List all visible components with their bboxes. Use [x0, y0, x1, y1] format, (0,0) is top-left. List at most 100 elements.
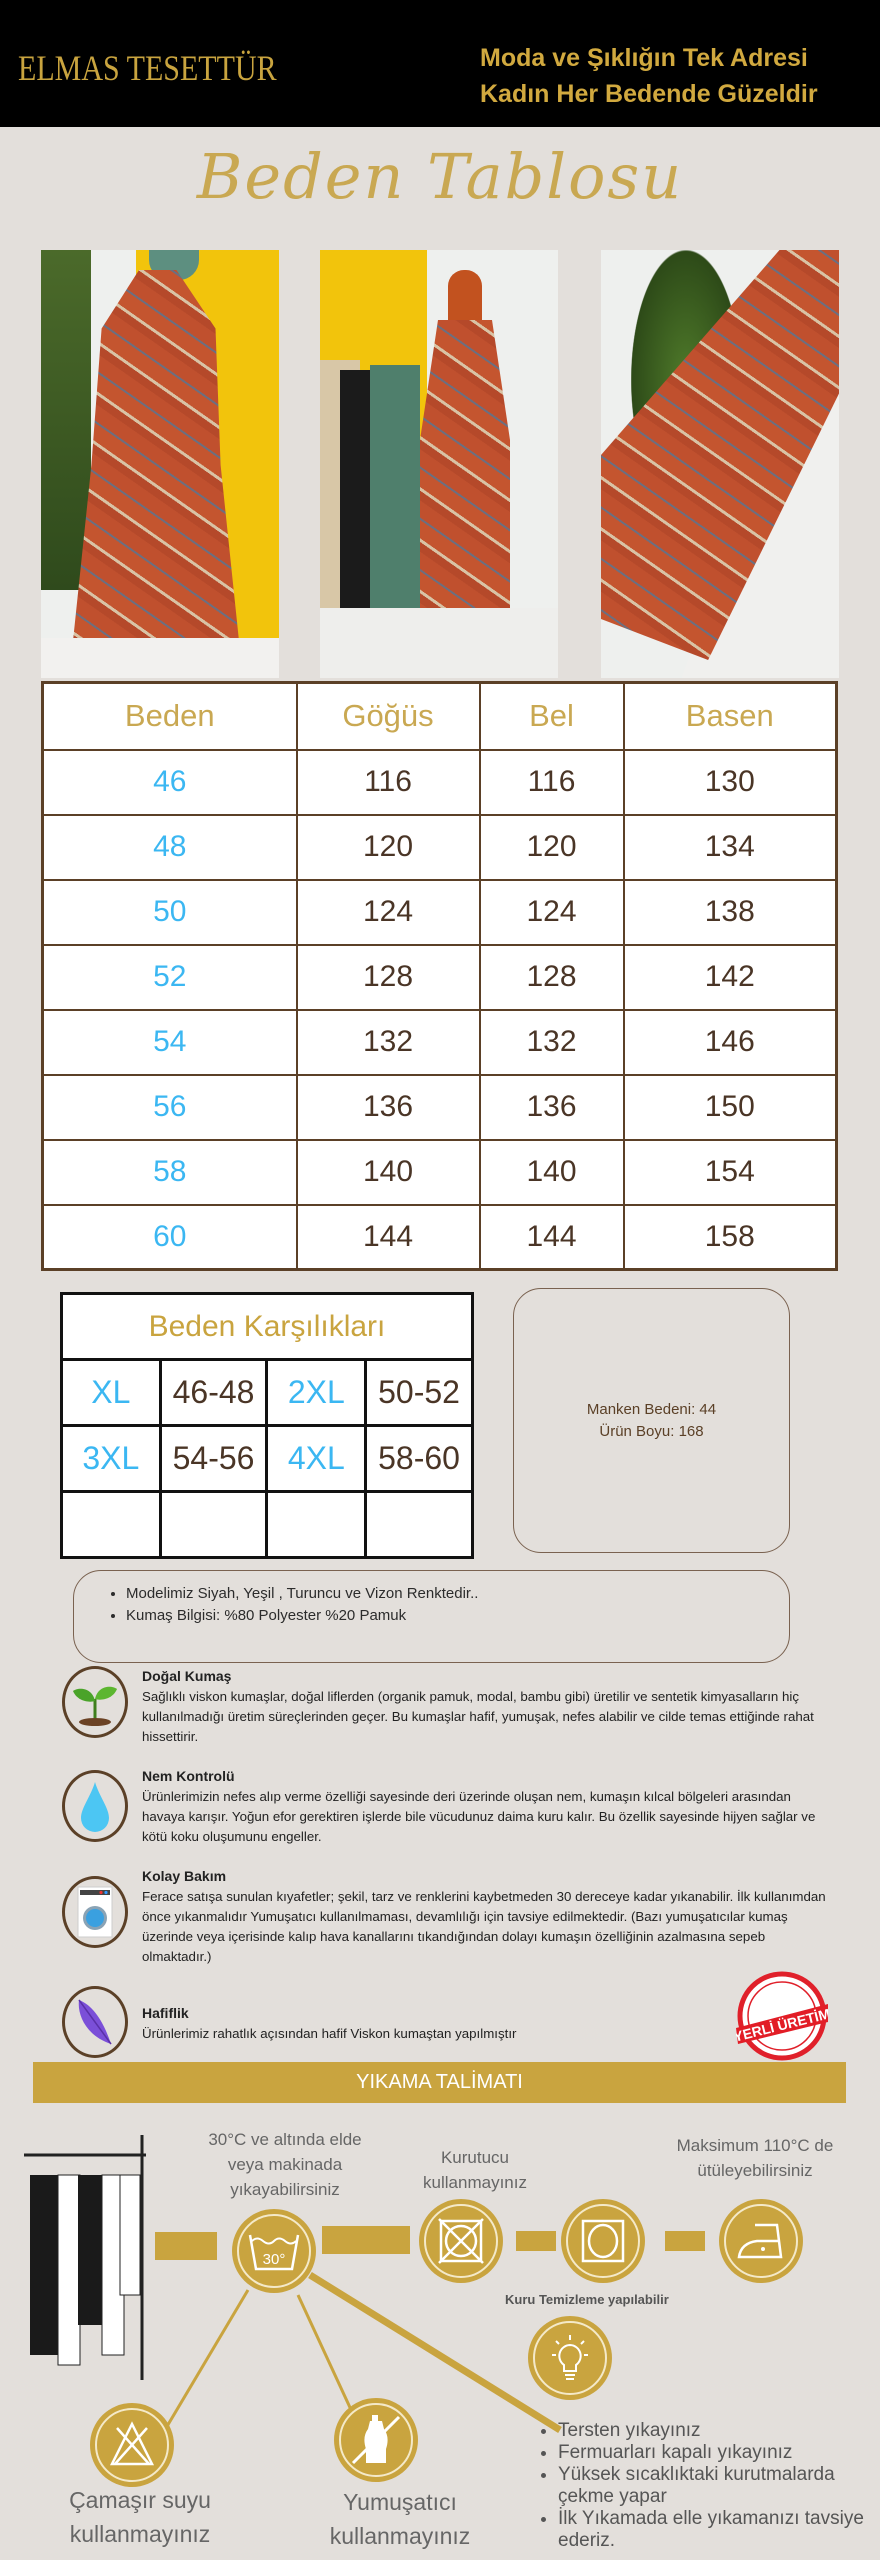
no-softener-icon: [334, 2398, 418, 2482]
page-title: Beden Tablosu: [196, 140, 684, 213]
dry-clean-label: Kuru Temizleme yapılabilir: [505, 2292, 669, 2307]
product-photo-1: [41, 250, 279, 678]
fabric-info: Kumaş Bilgisi: %80 Polyester %20 Pamuk: [126, 1605, 789, 1627]
dryer-label: Kurutucu kullanmayınız: [423, 2148, 527, 2192]
product-length: Ürün Boyu: 168: [599, 1422, 704, 1440]
tip-item: Yüksek sıcaklıktaki kurutmalarda çekme y…: [558, 2464, 868, 2508]
size-table-header: Beden Göğüs Bel Basen: [41, 681, 838, 751]
feature-natural-fabric: Doğal Kumaş Sağlıklı viskon kumaşlar, doğ…: [142, 1666, 832, 1747]
chest-cell: 120: [295, 813, 481, 881]
size-equivalents-table: Beden Karşılıkları XL 46-48 2XL 50-52 3XL 54-…: [60, 1292, 474, 1559]
numeric-range-cell: 54-56: [158, 1424, 269, 1493]
size-cell: 50: [41, 878, 298, 946]
header-bar: ELMAS TESETTÜR Moda ve Şıklığın Tek Adre…: [0, 0, 880, 127]
no-bleach-icon: [90, 2403, 174, 2487]
iron-label: Maksimum 110°C de ütüleyebilirsiniz: [676, 2136, 834, 2180]
numeric-range-cell: [364, 1490, 474, 1559]
feature-title: Hafiflik: [142, 2005, 189, 2021]
equivalent-row: 3XL 54-56 4XL 58-60: [60, 1424, 474, 1493]
washing-machine-icon: [62, 1876, 128, 1948]
chest-cell: 136: [295, 1073, 481, 1141]
wash-symbol-text: 30°: [263, 2251, 286, 2268]
hip-cell: 130: [622, 748, 838, 816]
letter-size-cell: 4XL: [265, 1424, 368, 1493]
size-row: 48 120 120 134: [41, 813, 838, 881]
size-cell: 52: [41, 943, 298, 1011]
hip-cell: 154: [622, 1138, 838, 1206]
feature-easy-care: Kolay Bakım Ferace satışa sunulan kıyafet…: [142, 1866, 832, 1967]
washing-tips-list: Tersten yıkayınız Fermuarları kapalı yık…: [538, 2420, 868, 2552]
hip-cell: 142: [622, 943, 838, 1011]
size-cell: 54: [41, 1008, 298, 1076]
connector: [516, 2231, 556, 2251]
feature-moisture-control: Nem Kontrolü Ürünlerimizin nefes alıp ver…: [142, 1766, 832, 1847]
letter-size-cell: [60, 1490, 162, 1559]
wash-30-icon: 30°: [232, 2209, 316, 2293]
letter-size-cell: 3XL: [60, 1424, 162, 1493]
waist-cell: 120: [478, 813, 625, 881]
size-cell: 56: [41, 1073, 298, 1141]
waist-cell: 124: [478, 878, 625, 946]
tips-lightbulb-icon: [528, 2316, 612, 2400]
numeric-range-cell: [158, 1490, 269, 1559]
size-cell: 60: [41, 1203, 298, 1271]
water-drop-icon: [62, 1770, 128, 1842]
header-basen: Basen: [622, 681, 838, 751]
chest-cell: 132: [295, 1008, 481, 1076]
equivalent-row: [60, 1490, 474, 1559]
size-row: 60 144 144 158: [41, 1203, 838, 1271]
sprout-icon: [62, 1666, 128, 1738]
feature-text: Ürünlerimizin nefes alıp verme özelliği …: [142, 1789, 816, 1844]
size-row: 58 140 140 154: [41, 1138, 838, 1206]
wash-temperature-label: 30°C ve altında elde veya makinada yıkay…: [208, 2130, 362, 2199]
washing-instructions-banner: YIKAMA TALİMATI: [33, 2062, 846, 2103]
connector: [665, 2231, 705, 2251]
size-row: 50 124 124 138: [41, 878, 838, 946]
header-bel: Bel: [478, 681, 625, 751]
color-info: Modelimiz Siyah, Yeşil , Turuncu ve Vizo…: [126, 1583, 789, 1605]
waist-cell: 140: [478, 1138, 625, 1206]
waist-cell: 136: [478, 1073, 625, 1141]
made-in-turkey-stamp: YERLİ ÜRETİM: [732, 1970, 832, 2062]
clothes-rack-icon: [16, 2135, 148, 2380]
numeric-range-cell: 58-60: [364, 1424, 474, 1493]
header-gogus: Göğüs: [295, 681, 481, 751]
letter-size-cell: [265, 1490, 368, 1559]
size-cell: 46: [41, 748, 298, 816]
hip-cell: 150: [622, 1073, 838, 1141]
slogan-line-2: Kadın Her Bedende Güzeldir: [480, 80, 818, 108]
waist-cell: 132: [478, 1008, 625, 1076]
connector: [322, 2226, 410, 2254]
size-table: Beden Göğüs Bel Basen 46 116 116 130 48 120 12…: [41, 681, 838, 1271]
letter-size-cell: XL: [60, 1358, 162, 1427]
chest-cell: 140: [295, 1138, 481, 1206]
equivalent-row: XL 46-48 2XL 50-52: [60, 1358, 474, 1427]
feature-title: Kolay Bakım: [142, 1868, 227, 1884]
iron-icon: [719, 2199, 803, 2283]
tip-item: Fermuarları kapalı yıkayınız: [558, 2442, 868, 2464]
tip-item: Tersten yıkayınız: [558, 2420, 868, 2442]
waist-cell: 116: [478, 748, 625, 816]
letter-size-cell: 2XL: [265, 1358, 368, 1427]
softener-label: Yumuşatıcı kullanmayınız: [329, 2489, 471, 2549]
slogan-line-1: Moda ve Şıklığın Tek Adresi: [480, 44, 808, 72]
numeric-range-cell: 50-52: [364, 1358, 474, 1427]
size-cell: 58: [41, 1138, 298, 1206]
product-photo-2: [320, 250, 558, 678]
size-cell: 48: [41, 813, 298, 881]
hip-cell: 138: [622, 878, 838, 946]
numeric-range-cell: 46-48: [158, 1358, 269, 1427]
feature-text: Ferace satışa sunulan kıyafetler; şekil,…: [142, 1889, 826, 1964]
hip-cell: 158: [622, 1203, 838, 1271]
product-info-box: Modelimiz Siyah, Yeşil , Turuncu ve Vizo…: [73, 1570, 790, 1663]
feature-text: Ürünlerimiz rahatlık açısından hafif Vis…: [142, 2026, 517, 2041]
waist-cell: 128: [478, 943, 625, 1011]
mannequin-size: Manken Bedeni: 44: [586, 1400, 717, 1418]
feather-icon: [62, 1986, 128, 2058]
chest-cell: 124: [295, 878, 481, 946]
waist-cell: 144: [478, 1203, 625, 1271]
product-photo-3: [601, 250, 839, 678]
equivalents-title: Beden Karşılıkları: [60, 1292, 474, 1361]
chest-cell: 128: [295, 943, 481, 1011]
hip-cell: 134: [622, 813, 838, 881]
